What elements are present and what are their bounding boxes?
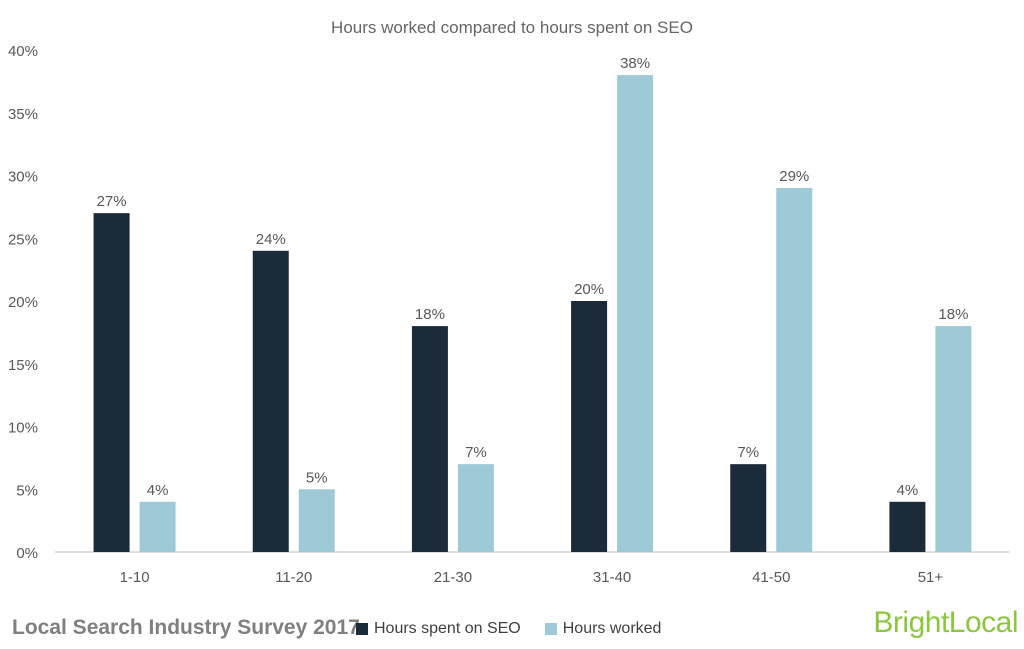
x-tick-label: 51+ — [918, 569, 944, 586]
survey-label: Local Search Industry Survey 2017 — [12, 616, 360, 639]
x-tick-label: 41-50 — [752, 569, 790, 586]
data-label: 5% — [306, 469, 328, 486]
y-tick-label: 40% — [8, 43, 38, 60]
data-label: 27% — [97, 193, 127, 210]
y-tick-label: 30% — [8, 169, 38, 186]
y-tick-label: 35% — [8, 106, 38, 123]
data-label: 18% — [938, 306, 968, 323]
plot-area: 0% 5% 10% 15% 20% 25% 30% 35% 40% 27% 4% 1-10 24% 5% 1… — [8, 43, 1010, 586]
data-label: 4% — [147, 482, 169, 499]
data-label: 7% — [465, 444, 487, 461]
data-label: 24% — [256, 231, 286, 248]
bar-worked — [457, 464, 494, 552]
bar-worked — [776, 188, 813, 553]
data-label: 7% — [737, 444, 759, 461]
x-tick-label: 1-10 — [120, 569, 150, 586]
y-tick-label: 5% — [16, 482, 38, 499]
y-tick-label: 25% — [8, 231, 38, 248]
legend: Hours spent on SEO Hours worked — [356, 620, 685, 638]
bar-seo — [93, 213, 130, 552]
bar-worked — [139, 501, 176, 552]
brand-part-local: Local — [948, 606, 1019, 639]
bar-seo — [252, 250, 289, 553]
data-label: 20% — [574, 281, 604, 298]
data-label: 18% — [415, 306, 445, 323]
bar-seo — [889, 501, 926, 552]
brand-part-bright: Bright — [873, 606, 949, 639]
legend-item-seo: Hours spent on SEO — [356, 620, 521, 638]
legend-swatch-worked — [544, 623, 557, 635]
data-label: 38% — [620, 55, 650, 72]
x-tick-label: 11-20 — [275, 569, 312, 586]
data-label: 4% — [897, 482, 919, 499]
legend-item-worked: Hours worked — [544, 620, 662, 638]
legend-swatch-seo — [356, 623, 368, 635]
brightlocal-logo: BrightLocal — [873, 606, 1018, 640]
chart-title: Hours worked compared to hours spent on … — [331, 18, 693, 37]
bar-worked — [617, 75, 654, 552]
legend-label-seo: Hours spent on SEO — [374, 620, 521, 637]
y-tick-label: 15% — [8, 357, 38, 374]
x-tick-label: 21-30 — [434, 569, 472, 586]
x-tick-label: 31-40 — [593, 569, 631, 586]
y-tick-label: 20% — [8, 294, 38, 311]
bar-seo — [730, 464, 767, 552]
bar-seo — [571, 301, 608, 552]
bar-worked — [935, 326, 972, 552]
y-tick-label: 0% — [16, 545, 38, 562]
bar-seo — [411, 326, 448, 552]
bar-worked — [298, 489, 335, 552]
legend-label-worked: Hours worked — [562, 620, 662, 637]
data-label: 29% — [779, 168, 809, 185]
y-tick-label: 10% — [8, 420, 38, 437]
